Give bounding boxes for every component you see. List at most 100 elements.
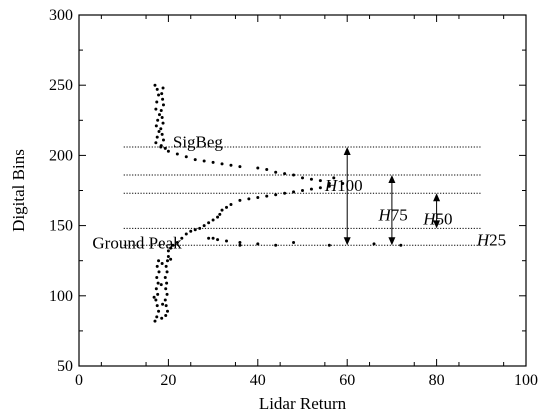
arrow-label-number: 75 bbox=[391, 205, 408, 224]
data-point bbox=[256, 242, 260, 246]
data-point bbox=[159, 283, 163, 287]
data-point bbox=[292, 173, 296, 177]
data-point bbox=[218, 212, 222, 216]
data-point bbox=[153, 319, 157, 323]
data-point bbox=[247, 197, 251, 201]
data-point bbox=[169, 257, 173, 261]
annotation-label: Ground Peak bbox=[92, 233, 182, 252]
data-point bbox=[161, 121, 165, 125]
height-arrows bbox=[343, 146, 441, 246]
data-point bbox=[161, 138, 165, 142]
data-point bbox=[327, 181, 331, 185]
data-point bbox=[309, 177, 313, 181]
data-point bbox=[283, 191, 287, 195]
data-point bbox=[163, 298, 167, 302]
data-point bbox=[211, 218, 215, 222]
x-tick-label: 20 bbox=[160, 372, 176, 389]
data-point bbox=[283, 172, 287, 176]
data-point bbox=[318, 186, 322, 190]
data-point bbox=[157, 130, 161, 134]
data-point bbox=[156, 118, 160, 122]
arrow-head-down bbox=[343, 237, 351, 246]
y-tick-label: 100 bbox=[49, 288, 73, 305]
data-point bbox=[155, 276, 159, 280]
data-point bbox=[175, 240, 179, 244]
data-point bbox=[154, 287, 158, 291]
data-point bbox=[265, 194, 269, 198]
data-point bbox=[216, 238, 220, 242]
data-point bbox=[193, 158, 197, 162]
axis-ticks: 0 20 40 60 80 100 50 100 150 200 250 300 bbox=[49, 7, 538, 389]
arrow-label-prefix: H bbox=[422, 210, 437, 229]
data-point bbox=[309, 187, 313, 191]
arrow-label: H75 bbox=[377, 205, 407, 224]
arrow-head-up bbox=[388, 175, 396, 184]
data-point bbox=[159, 144, 163, 148]
data-point bbox=[256, 196, 260, 200]
data-point bbox=[157, 309, 161, 313]
data-point bbox=[211, 236, 215, 240]
data-point bbox=[154, 107, 158, 111]
data-point bbox=[163, 146, 167, 150]
data-point bbox=[165, 281, 169, 285]
arrow-label: H100 bbox=[324, 176, 363, 195]
data-point bbox=[332, 176, 336, 180]
data-point bbox=[238, 243, 242, 247]
data-point bbox=[318, 179, 322, 183]
data-point bbox=[225, 205, 229, 209]
data-point bbox=[155, 315, 159, 319]
data-point bbox=[220, 162, 224, 166]
data-point bbox=[175, 152, 179, 156]
data-point bbox=[238, 198, 242, 202]
data-point bbox=[164, 313, 168, 317]
data-point bbox=[202, 224, 206, 228]
arrow-label-prefix: H bbox=[324, 176, 339, 195]
data-point bbox=[180, 236, 184, 240]
data-point bbox=[164, 304, 168, 308]
data-point bbox=[207, 236, 211, 240]
data-point bbox=[399, 243, 403, 247]
data-point bbox=[166, 309, 170, 313]
data-point bbox=[156, 281, 160, 285]
x-tick-label: 100 bbox=[514, 372, 538, 389]
y-tick-label: 200 bbox=[49, 147, 73, 164]
data-point bbox=[155, 100, 159, 104]
reference-lines bbox=[123, 146, 482, 246]
data-point bbox=[327, 184, 331, 188]
data-point bbox=[159, 127, 163, 131]
data-point bbox=[225, 239, 229, 243]
data-point bbox=[171, 243, 175, 247]
data-point bbox=[229, 203, 233, 207]
data-point bbox=[216, 215, 220, 219]
data-point bbox=[159, 108, 163, 112]
data-point bbox=[220, 208, 224, 212]
data-point bbox=[157, 270, 161, 274]
x-tick-label: 0 bbox=[75, 372, 83, 389]
data-point bbox=[154, 298, 158, 302]
data-point bbox=[193, 228, 197, 232]
x-tick-label: 60 bbox=[339, 372, 355, 389]
data-point bbox=[155, 304, 159, 308]
arrow-label-number: 25 bbox=[489, 231, 506, 250]
arrow-head-down bbox=[388, 237, 396, 246]
data-point bbox=[157, 93, 161, 97]
data-point bbox=[161, 97, 165, 101]
data-point bbox=[189, 229, 193, 233]
data-point bbox=[165, 270, 169, 274]
data-point bbox=[153, 83, 157, 87]
data-point bbox=[202, 159, 206, 163]
data-point bbox=[169, 246, 173, 250]
data-point bbox=[198, 226, 202, 230]
data-point bbox=[184, 232, 188, 236]
data-point bbox=[292, 190, 296, 194]
arrow-label: H50 bbox=[422, 210, 452, 229]
data-point bbox=[292, 240, 296, 244]
data-point bbox=[165, 292, 169, 296]
data-point bbox=[229, 163, 233, 167]
y-tick-label: 150 bbox=[49, 218, 73, 235]
data-point bbox=[157, 113, 161, 117]
data-point bbox=[166, 149, 170, 153]
arrow-label: H25 bbox=[476, 231, 506, 250]
data-point bbox=[155, 87, 159, 91]
